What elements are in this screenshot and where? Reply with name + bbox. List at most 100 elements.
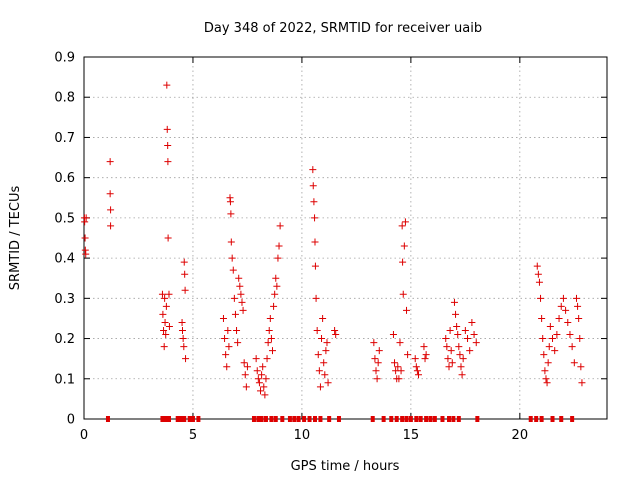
data-point — [450, 298, 458, 306]
data-point — [546, 322, 554, 330]
plot-frame — [83, 56, 608, 420]
data-point — [375, 347, 383, 355]
data-point — [574, 302, 582, 310]
gap-marker — [456, 416, 461, 422]
data-point — [551, 347, 559, 355]
gap-marker — [166, 416, 171, 422]
data-point — [391, 359, 399, 367]
data-point — [261, 391, 269, 399]
gap-marker — [424, 416, 429, 422]
y-tick-label: 0.6 — [54, 171, 75, 186]
data-point — [399, 290, 407, 298]
data-point — [373, 375, 381, 383]
data-point — [466, 347, 474, 355]
data-point — [81, 234, 89, 242]
data-point — [273, 282, 281, 290]
gap-marker — [287, 416, 292, 422]
gap-marker — [550, 416, 555, 422]
gap-marker — [292, 416, 297, 422]
data-point — [454, 331, 462, 339]
data-point — [455, 343, 463, 351]
data-point — [82, 214, 90, 222]
data-point — [575, 314, 583, 322]
data-point — [161, 294, 169, 302]
data-point — [395, 375, 403, 383]
data-point — [309, 182, 317, 190]
data-point — [332, 331, 340, 339]
data-point — [252, 355, 260, 363]
data-point — [389, 331, 397, 339]
gap-marker — [528, 416, 533, 422]
data-point — [254, 375, 262, 383]
x-axis: 0 5 10 15 20 — [80, 57, 528, 443]
data-point — [275, 242, 283, 250]
data-point — [319, 314, 327, 322]
data-point — [224, 327, 232, 335]
gap-marker — [307, 416, 312, 422]
data-point — [564, 318, 572, 326]
data-point — [178, 327, 186, 335]
data-point — [240, 359, 248, 367]
data-point — [570, 359, 578, 367]
data-point — [81, 218, 89, 226]
data-point — [229, 266, 237, 274]
gap-marker — [539, 416, 544, 422]
data-point — [313, 327, 321, 335]
data-point — [538, 314, 546, 322]
data-point — [276, 222, 284, 230]
data-point — [309, 166, 317, 174]
gap-marker — [105, 416, 110, 422]
data-point — [272, 274, 280, 282]
data-point — [576, 335, 584, 343]
data-point — [226, 198, 234, 206]
data-point — [537, 294, 545, 302]
data-point — [239, 306, 247, 314]
gap-marker — [296, 416, 301, 422]
data-point — [452, 310, 460, 318]
data-point — [533, 262, 541, 270]
data-point — [164, 141, 172, 149]
data-point — [323, 339, 331, 347]
gap-marker — [451, 416, 456, 422]
y-axis: 0 0.1 0.2 0.3 0.4 0.5 0.6 0.7 0.8 0.9 — [54, 51, 607, 428]
data-point — [321, 371, 329, 379]
x-tick-label: 15 — [403, 428, 420, 443]
y-tick-label: 0 — [67, 413, 75, 428]
gap-marker — [163, 416, 168, 422]
gap-marker — [273, 416, 278, 422]
chart-title: Day 348 of 2022, SRMTID for receiver uai… — [204, 21, 482, 36]
data-point — [270, 302, 278, 310]
y-tick-label: 0.2 — [54, 332, 75, 347]
data-point — [162, 302, 170, 310]
data-point — [422, 351, 430, 359]
data-point — [553, 331, 561, 339]
data-point — [165, 290, 173, 298]
data-point — [180, 258, 188, 266]
data-point — [453, 322, 461, 330]
y-tick-label: 0.5 — [54, 211, 75, 226]
gap-marker — [196, 416, 201, 422]
data-point — [260, 383, 268, 391]
data-point — [543, 379, 551, 387]
data-point — [225, 343, 233, 351]
data-point — [158, 290, 166, 298]
gap-marker — [269, 416, 274, 422]
gap-marker — [440, 416, 445, 422]
data-point — [107, 206, 115, 214]
data-point — [241, 371, 249, 379]
data-point — [577, 363, 585, 371]
data-point — [228, 254, 236, 262]
gap-marker — [408, 416, 413, 422]
data-point — [415, 371, 423, 379]
gap-marker — [302, 416, 307, 422]
gap-marker — [251, 416, 256, 422]
gap-marker — [414, 416, 419, 422]
data-point — [457, 363, 465, 371]
data-point — [542, 375, 550, 383]
data-point — [315, 367, 323, 375]
data-point — [159, 310, 167, 318]
data-point — [566, 331, 574, 339]
data-point — [311, 238, 319, 246]
data-point — [331, 327, 339, 335]
